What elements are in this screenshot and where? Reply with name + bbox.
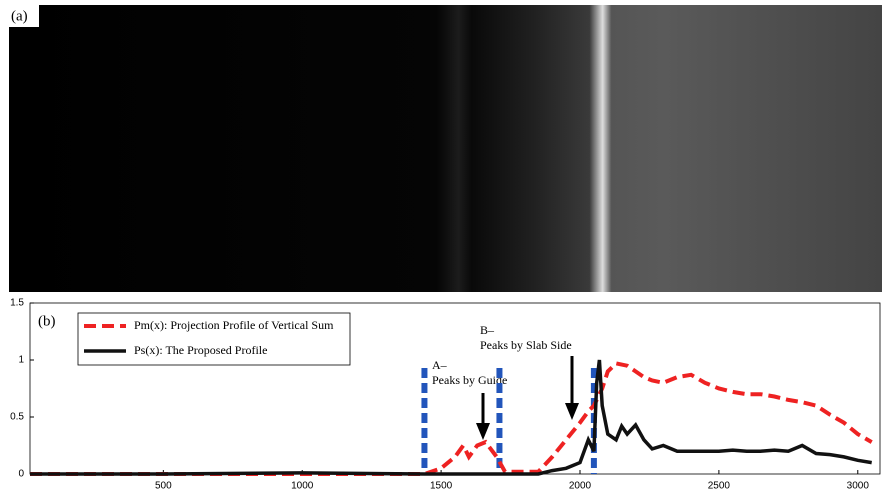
photo <box>9 5 882 292</box>
annotation: Peaks by Guide <box>432 373 507 387</box>
x-tick-label: 2000 <box>569 481 592 492</box>
y-tick-label: 1 <box>18 355 24 366</box>
arrow <box>565 356 579 420</box>
arrow <box>476 393 490 440</box>
x-tick-label: 1000 <box>291 481 314 492</box>
figure: (a) (b) A– Peaks by Guide B– Peaks by Sl… <box>0 0 882 495</box>
y-tick-label: 0.5 <box>10 412 24 423</box>
x-tick-label: 2500 <box>708 481 731 492</box>
y-tick-label: 1.5 <box>10 298 24 309</box>
x-tick-label: 3000 <box>847 481 870 492</box>
annotation: Peaks by Slab Side <box>480 338 572 352</box>
legend-label: Ps(x): The Proposed Profile <box>134 343 267 357</box>
legend-label: Pm(x): Projection Profile of Vertical Su… <box>134 318 334 332</box>
y-tick-label: 0 <box>18 469 24 480</box>
panel-label: (a) <box>11 8 28 24</box>
x-tick-label: 1500 <box>430 481 453 492</box>
x-tick-label: 500 <box>155 481 172 492</box>
panel-label: (b) <box>38 313 56 329</box>
annotation: A– <box>432 358 448 372</box>
annotation: B– <box>480 323 495 337</box>
